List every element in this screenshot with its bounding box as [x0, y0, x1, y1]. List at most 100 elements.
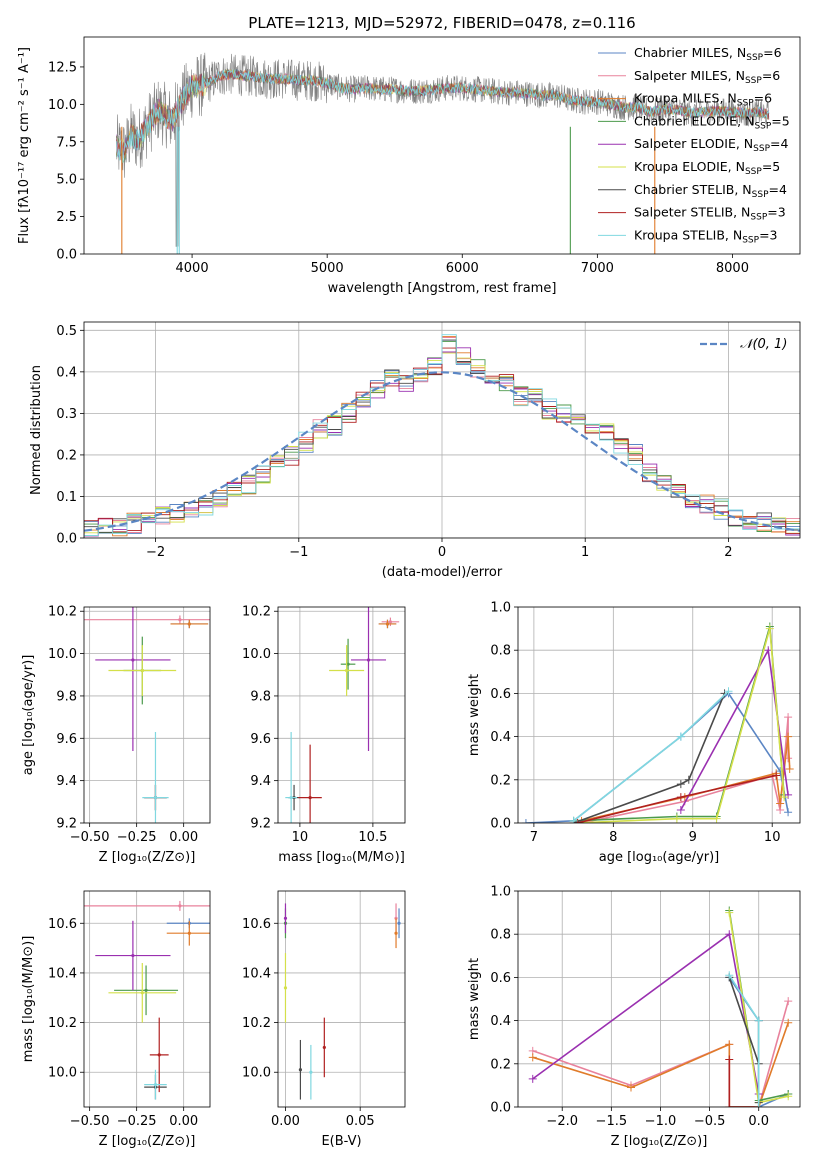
x-tick-label: 6000: [446, 261, 479, 276]
chart-panel-2: −0.50 −0.25 0.00 9.2 9.4 9.6 9.8 10.0 10.2 Z [log…: [21, 605, 211, 865]
x-tick-label: −1: [289, 545, 308, 560]
mass-weight-line: [573, 690, 730, 822]
x-tick-label: −0.5: [694, 1114, 726, 1129]
x-tick-label: 7: [530, 830, 538, 845]
y-tick-label: 10.2: [48, 1016, 77, 1031]
data-point: [309, 1070, 313, 1074]
mass-weight-marker: [772, 771, 781, 780]
legend-label: Chabrier MILES, NSSP=6: [634, 45, 782, 63]
mass-weight-marker: [784, 732, 793, 741]
legend-sub: SSP: [752, 190, 769, 200]
mass-weight-line: [573, 693, 726, 823]
y-tick-label: 0.6: [490, 687, 511, 702]
y-tick-label: 9.8: [56, 689, 77, 704]
mass-weight-marker: [725, 971, 734, 980]
legend-value: =3: [767, 205, 785, 220]
mass-weight-marker: [676, 793, 685, 802]
data-point: [394, 931, 398, 935]
chart-panel-4: 7 8 9 10 0.0 0.2 0.4 0.6 0.8 1.0 age [log₁₀(age/yr…: [467, 601, 801, 865]
x-tick-label: 10.5: [358, 830, 387, 845]
chart-panel-1: −2 −1 0 1 2 0.0 0.1 0.2 0.3 0.4 0.5 (data-model)/er…: [29, 321, 801, 580]
legend-name: Kroupa ELODIE, N: [634, 159, 745, 174]
legend-name: Salpeter STELIB, N: [634, 205, 750, 220]
legend-name: Salpeter MILES, N: [634, 68, 745, 83]
y-tick-label: 0.6: [490, 971, 511, 986]
legend-value: =6: [754, 91, 772, 106]
residual-histogram: [84, 347, 800, 538]
normal-reference-curve: [84, 371, 800, 532]
legend-value: =5: [771, 113, 789, 128]
legend-sub: SSP: [745, 76, 762, 86]
data-point: [144, 988, 148, 992]
y-tick-label: 10.2: [48, 605, 77, 620]
mass-weight-marker: [780, 793, 789, 802]
y-tick-label: 9.8: [250, 689, 271, 704]
plot-area: [84, 891, 210, 1107]
x-axis-label: mass [log₁₀(M/M⊙)]: [278, 850, 405, 865]
x-tick-label: −2.0: [546, 1114, 578, 1129]
data-point: [187, 931, 191, 935]
y-tick-label: 1.0: [490, 601, 511, 616]
x-tick-label: 1: [581, 545, 589, 560]
y-tick-label: 0.5: [56, 324, 77, 339]
mass-weight-line: [573, 626, 785, 822]
x-tick-label: −0.25: [117, 1114, 157, 1129]
mass-weight-marker: [725, 1055, 734, 1064]
data-point: [131, 658, 135, 662]
x-tick-label: −1.5: [596, 1114, 628, 1129]
chart-panel-3: 10 10.5 9.2 9.4 9.6 9.8 10.0 10.2 mass [log₁₀(M/…: [242, 605, 406, 865]
mass-weight-line: [728, 977, 760, 1103]
axes-frame: [83, 321, 801, 539]
legend-name: Chabrier STELIB, N: [634, 182, 752, 197]
x-axis-label: Z [log₁₀(Z/Z⊙)]: [99, 1134, 196, 1149]
data-point: [385, 622, 390, 626]
mass-weight-marker: [784, 1092, 793, 1101]
legend-sub: SSP: [753, 144, 770, 154]
y-tick-label: 10.6: [242, 917, 271, 932]
data-point: [283, 986, 288, 990]
data-point: [366, 658, 371, 662]
axes-frame: [83, 36, 801, 255]
axes-frame: [83, 890, 211, 1108]
y-axis-label: age [log₁₀(age/yr)]: [21, 655, 36, 776]
mass-weight-marker: [676, 806, 685, 815]
x-axis-label: (data-model)/error: [382, 565, 503, 580]
y-tick-label: 10.4: [242, 966, 271, 981]
y-tick-label: 0.0: [490, 1101, 511, 1116]
axes-frame: [517, 890, 801, 1108]
y-tick-label: 9.2: [56, 817, 77, 832]
x-tick-label: 4000: [176, 261, 209, 276]
x-axis-label: wavelength [Angstrom, rest frame]: [328, 281, 557, 296]
legend-label: Kroupa STELIB, NSSP=3: [634, 227, 778, 245]
data-point: [131, 953, 135, 958]
plot-area: [518, 607, 800, 823]
data-point: [322, 1045, 326, 1050]
y-tick-label: 9.2: [250, 817, 271, 832]
y-tick-label: 10.0: [48, 647, 77, 662]
mass-weight-marker: [676, 732, 685, 741]
y-tick-label: 0.4: [490, 1014, 511, 1029]
y-tick-label: 12.5: [48, 60, 77, 75]
x-tick-label: 10: [292, 830, 309, 845]
mass-weight-line: [728, 1059, 759, 1107]
axes-frame: [277, 606, 406, 824]
y-axis-label: Flux [fλ10⁻¹⁷ erg cm⁻² s⁻¹ A⁻¹]: [17, 47, 32, 244]
plot-area: [84, 607, 210, 823]
data-point: [140, 991, 144, 995]
y-tick-label: 10.0: [48, 98, 77, 113]
legend-label: Kroupa ELODIE, NSSP=5: [634, 159, 780, 177]
mass-weight-marker: [725, 908, 734, 917]
y-tick-label: 10.0: [48, 1066, 77, 1081]
legend-value: =4: [770, 136, 788, 151]
x-tick-label: 0.0: [748, 1114, 769, 1129]
mass-weight-marker: [785, 765, 794, 773]
data-point: [153, 795, 158, 800]
y-tick-label: 9.4: [56, 774, 77, 789]
legend-value: =5: [762, 159, 780, 174]
x-tick-label: 10: [764, 830, 781, 845]
legend-value: =6: [763, 45, 781, 60]
mass-weight-line: [581, 717, 789, 823]
y-axis-label: mass [log₁₀(M/M⊙)]: [21, 936, 36, 1063]
legend-label: Kroupa MILES, NSSP=6: [634, 91, 772, 109]
